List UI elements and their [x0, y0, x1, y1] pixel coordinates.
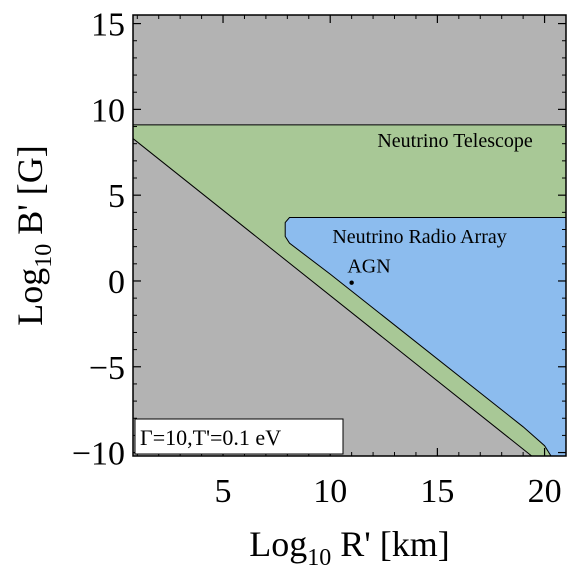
points-layer [349, 280, 354, 285]
x-tick-label: 20 [528, 473, 562, 510]
y-axis-title-sub: 10 [31, 244, 57, 268]
x-tick-label: 15 [420, 473, 454, 510]
regions-layer [133, 124, 567, 457]
diagonal-boundary-line [132, 138, 533, 457]
y-axis-title-rest: B' [G] [10, 145, 50, 243]
agn-point [349, 280, 354, 285]
y-axis-title: Log10 B' [G] [10, 145, 57, 325]
x-tick-label: 10 [313, 473, 347, 510]
legend-text: Γ=10,T'=0.1 eV [140, 425, 281, 450]
agn-label: AGN [347, 255, 390, 277]
y-tick-label: 0 [108, 264, 125, 301]
ticks-layer: 5 10 15 20 −10 −5 0 5 10 15 [72, 7, 567, 510]
y-tick-label: 5 [108, 178, 125, 215]
legend-box: Γ=10,T'=0.1 eV [134, 418, 344, 455]
neutrino-telescope-label: Neutrino Telescope [377, 130, 533, 152]
plot-frame [132, 14, 567, 457]
y-axis-title-main: Log [10, 268, 50, 326]
x-axis-title-rest: R' [km] [331, 524, 449, 564]
y-tick-label: −10 [72, 436, 125, 473]
y-tick-label: −5 [89, 350, 125, 387]
region-labels-layer: AGN Neutrino Telescope Neutrino Radio Arra… [332, 130, 533, 277]
y-tick-label: 10 [91, 92, 125, 129]
x-axis-title: Log10 R' [km] [249, 524, 449, 569]
neutrino-radio-array-label: Neutrino Radio Array [332, 226, 506, 248]
x-axis-title-sub: 10 [307, 545, 331, 569]
y-tick-label: 15 [91, 7, 125, 44]
x-tick-label: 5 [215, 473, 232, 510]
x-axis-title-main: Log [249, 524, 307, 564]
legend-frame [134, 418, 344, 455]
